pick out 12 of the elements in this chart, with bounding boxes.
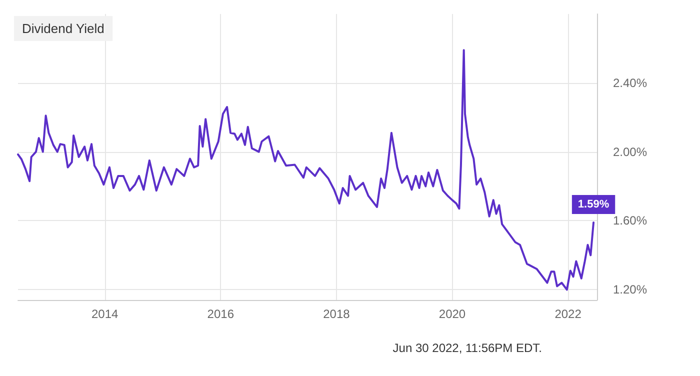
y-tick-label: 1.60% xyxy=(613,214,648,228)
annotation: 1.59% xyxy=(578,198,610,210)
y-tick-label: 1.20% xyxy=(613,282,648,297)
y-tick-label: 2.40% xyxy=(613,76,648,90)
x-tick-label: 2022 xyxy=(554,307,582,321)
text: Jun 30 2022, 11:56PM EDT. xyxy=(392,341,542,355)
x-tick-label: 2018 xyxy=(323,307,350,321)
x-tick-label: 2020 xyxy=(438,307,466,321)
x-tick-label: 2014 xyxy=(92,307,119,321)
y-tick-label: 2.00% xyxy=(613,144,648,159)
text: Dividend Yield xyxy=(22,21,104,36)
x-tick-label: 2016 xyxy=(207,307,234,321)
